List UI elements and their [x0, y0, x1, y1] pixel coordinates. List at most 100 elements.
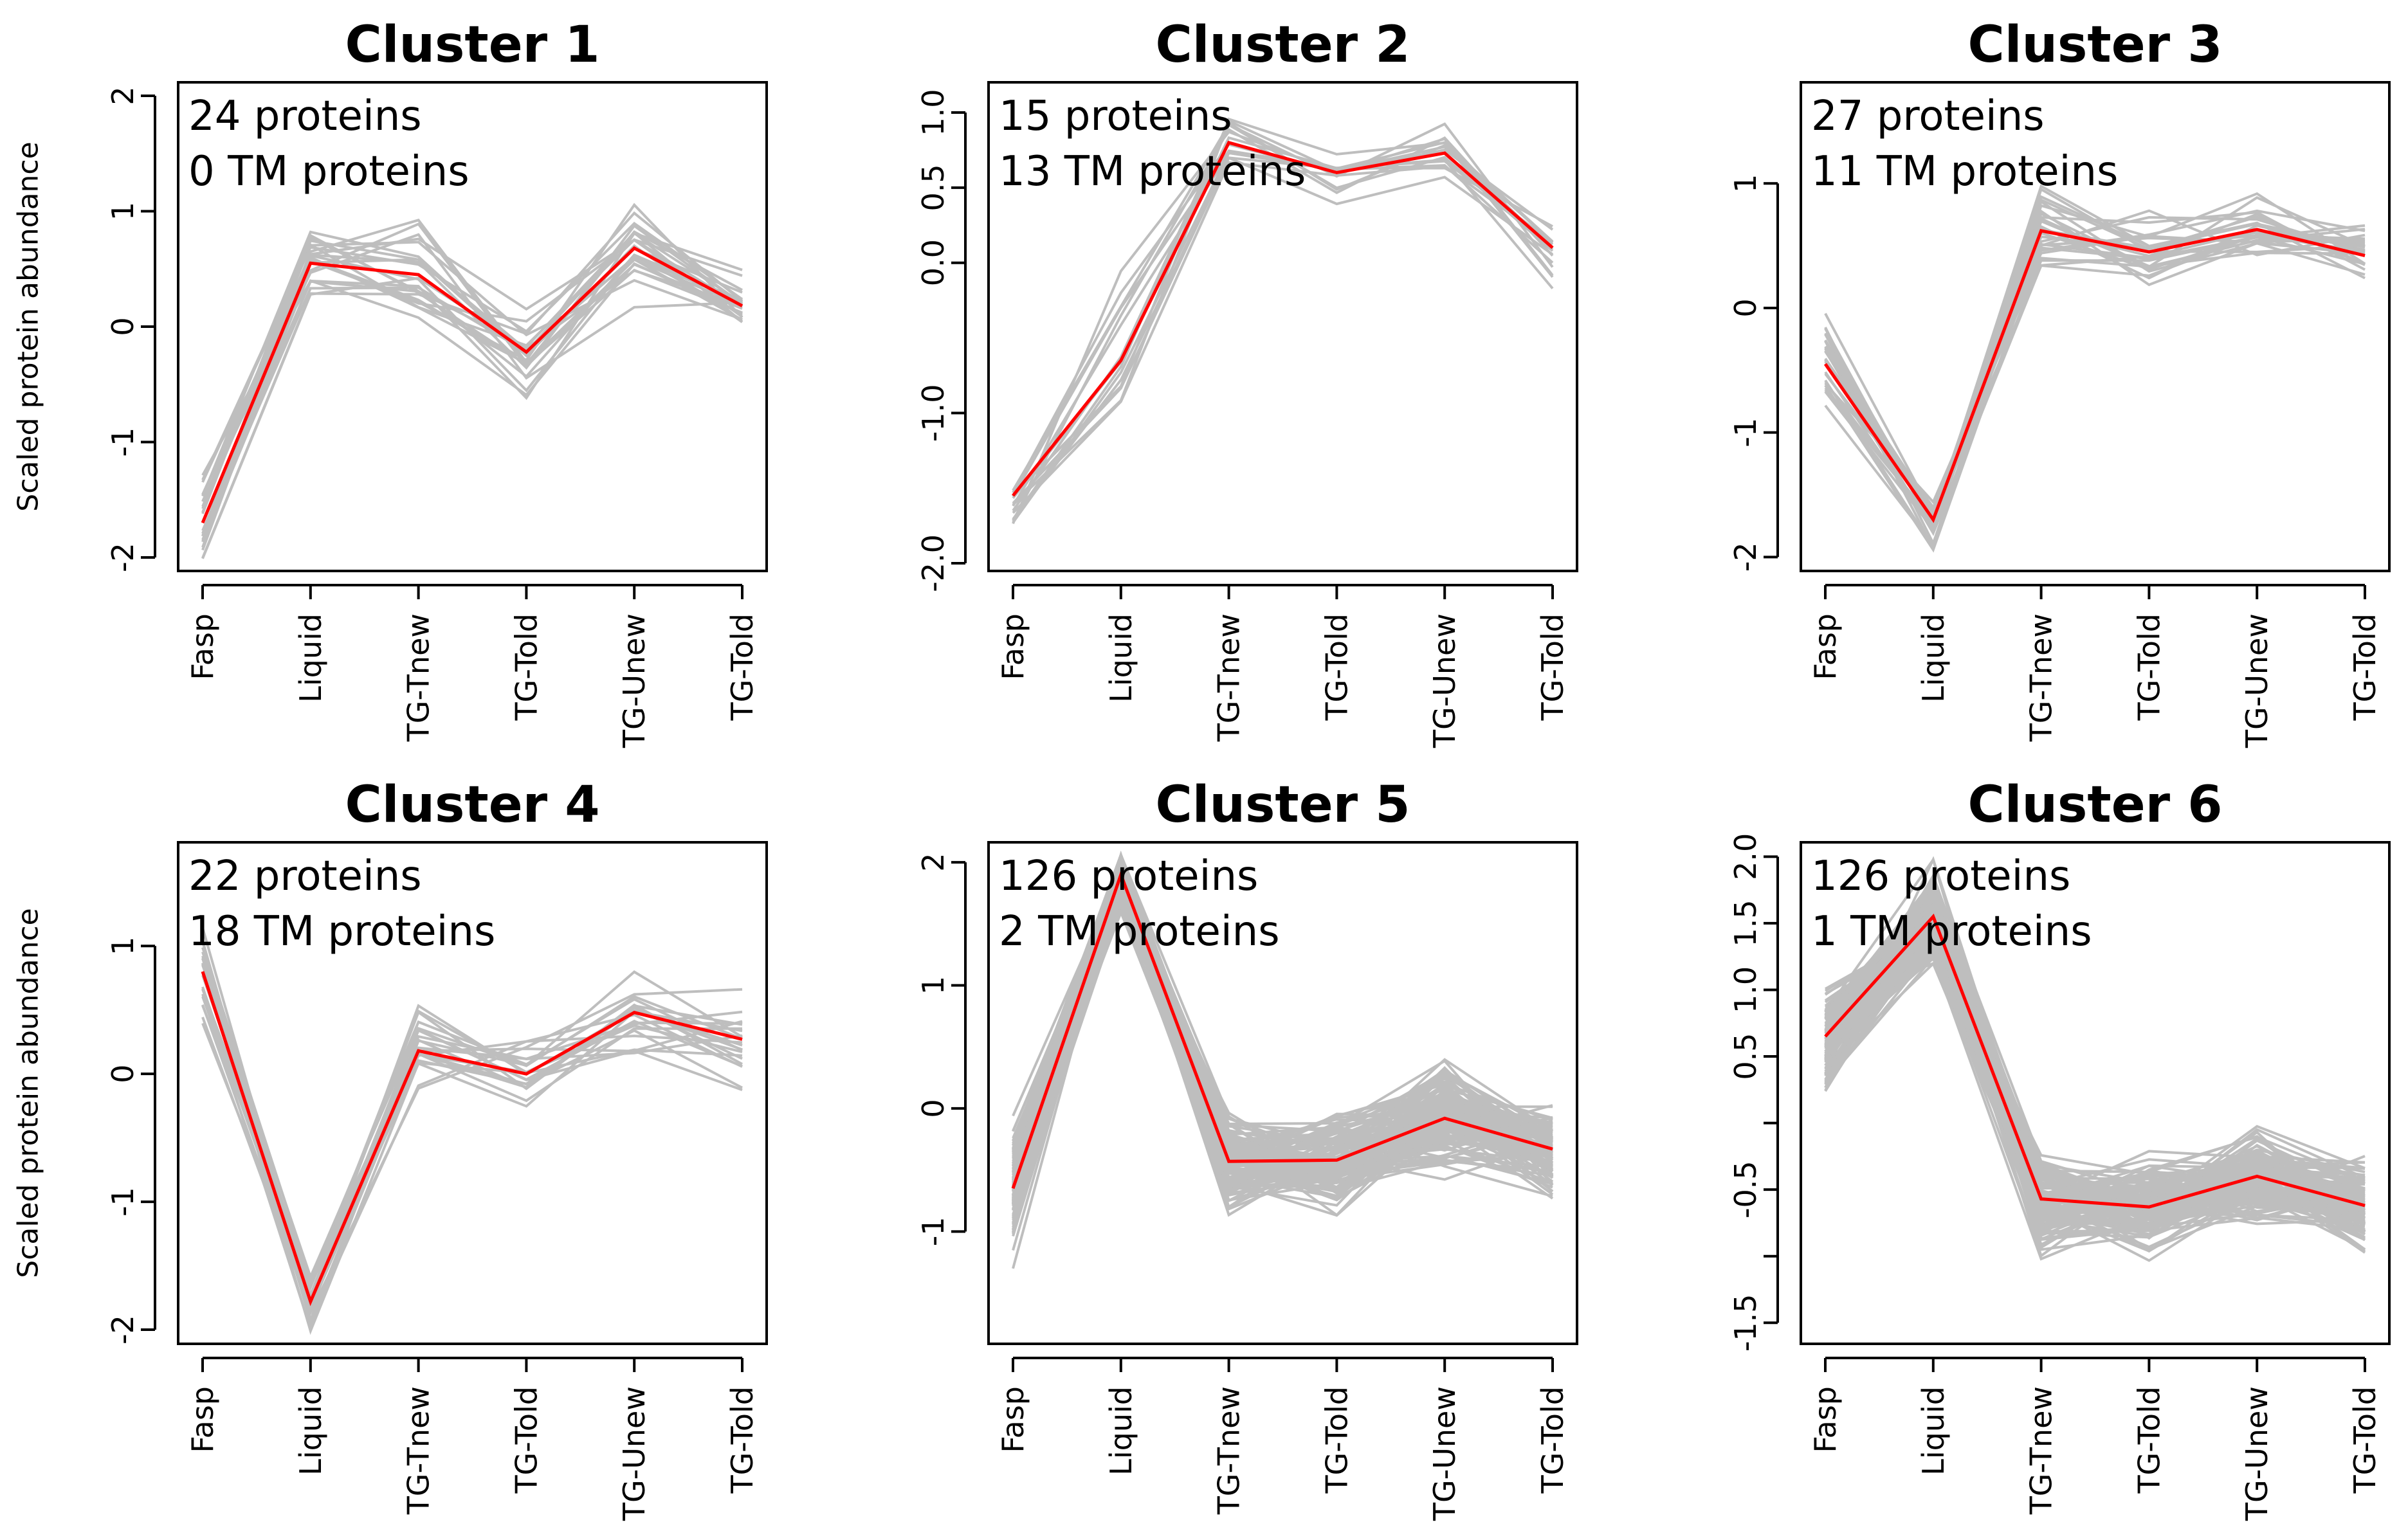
protein-profile-line [201, 237, 743, 495]
y-tick-label: -1 [105, 1187, 140, 1217]
y-tick-label: 1 [105, 202, 140, 221]
x-tick-label: Fasp [185, 613, 220, 680]
plot-frame [1800, 81, 2391, 572]
plot-frame [987, 841, 1578, 1345]
x-tick-label: TG-Told [725, 1386, 760, 1494]
x-tick-label: Liquid [293, 1386, 328, 1476]
y-tick-label: -1.0 [916, 384, 951, 442]
protein-profile-line [201, 221, 743, 483]
panel-title: Cluster 5 [1155, 776, 1410, 834]
protein-count-label: 126 proteins [1811, 853, 2070, 900]
protein-profile-line [1012, 117, 1554, 497]
y-tick-label: -1.5 [1728, 1294, 1763, 1352]
plot-frame [177, 81, 768, 572]
x-tick-label: TG-Told [1535, 613, 1570, 721]
protein-profile-line [1012, 122, 1554, 491]
y-axis-label: Scaled protein abundance [12, 908, 45, 1278]
y-tick-label: 0.0 [916, 239, 951, 286]
protein-profile-line [1012, 851, 1553, 1199]
plot-frame [1800, 841, 2391, 1345]
cluster-panel-1: Cluster 1 24 proteins 0 TM proteins -2 -1 0 1 2… [12, 16, 768, 748]
protein-profile-line [1824, 903, 2366, 1222]
y-tick-label: 0.5 [1728, 1033, 1763, 1080]
x-tick-label: TG-Tnew [2024, 613, 2059, 742]
x-tick-label: TG-Tnew [1212, 613, 1246, 742]
x-tick-label: TG-Unew [2239, 1386, 2274, 1521]
protein-count-label: 126 proteins [999, 853, 1258, 900]
x-tick-label: Liquid [1916, 1386, 1951, 1476]
cluster-centroid-line [1012, 140, 1554, 497]
y-tick-label: 0 [105, 317, 140, 336]
x-tick-label: TG-Told [2348, 613, 2382, 721]
x-tick-label: TG-Told [2348, 1386, 2382, 1494]
protein-profile-line [1824, 920, 2366, 1229]
x-tick-label: Fasp [1808, 1386, 1843, 1453]
plot-frame [177, 841, 768, 1345]
y-tick-label: 0 [105, 1065, 140, 1083]
tm-protein-count-label: 1 TM proteins [1811, 908, 2092, 955]
y-tick-label: 2.0 [1728, 833, 1763, 880]
y-tick-label: -2 [105, 543, 140, 572]
y-tick-label: 1.5 [1728, 900, 1763, 946]
protein-profile-line [1012, 893, 1553, 1191]
cluster-panel-2: Cluster 2 15 proteins 13 TM proteins -2.0 -1… [916, 16, 1578, 748]
y-tick-label: 1 [916, 976, 951, 995]
protein-profile-line [1012, 151, 1554, 523]
x-tick-label: TG-Told [509, 1386, 543, 1494]
panel-title: Cluster 3 [1967, 16, 2222, 74]
x-tick-label: TG-Unew [617, 613, 652, 748]
y-axis-label: Scaled protein abundance [12, 141, 45, 511]
y-tick-label: -1 [916, 1217, 951, 1246]
panel-title: Cluster 6 [1967, 776, 2222, 834]
protein-profile-line [1012, 141, 1554, 505]
protein-profile-line [1012, 851, 1554, 1182]
y-tick-label: 1.0 [916, 89, 951, 136]
x-tick-label: Fasp [1808, 613, 1843, 680]
x-tick-label: TG-Told [725, 613, 760, 721]
protein-profile-line [1824, 903, 2366, 1226]
protein-profile-line [201, 231, 743, 531]
cluster-panel-3: Cluster 3 27 proteins 11 TM proteins -2 -1 0 1… [1728, 16, 2391, 748]
x-tick-label: Fasp [996, 1386, 1030, 1453]
protein-count-label: 24 proteins [188, 93, 422, 140]
x-tick-label: TG-Tnew [401, 1386, 436, 1515]
tm-protein-count-label: 2 TM proteins [999, 908, 1280, 955]
x-tick-label: TG-Tnew [1212, 1386, 1246, 1515]
tm-protein-count-label: 13 TM proteins [999, 148, 1306, 195]
protein-profile-line [1012, 851, 1553, 1233]
y-tick-label: 0 [1728, 298, 1763, 317]
x-tick-label: TG-Told [509, 613, 543, 721]
protein-count-label: 27 proteins [1811, 93, 2045, 140]
y-tick-label: -2 [105, 1315, 140, 1344]
protein-profile-line [1824, 198, 2366, 517]
y-tick-label: 2 [105, 86, 140, 105]
y-tick-label: -2.0 [916, 534, 951, 592]
protein-count-label: 15 proteins [999, 93, 1232, 140]
cluster-centroid-line [1011, 869, 1553, 1190]
cluster-centroid-line [1823, 228, 2366, 523]
protein-profile-line [201, 970, 743, 1333]
panel-title: Cluster 2 [1155, 16, 1410, 74]
protein-profile-line [201, 957, 743, 1281]
tm-protein-count-label: 11 TM proteins [1811, 148, 2118, 195]
tm-protein-count-label: 0 TM proteins [188, 148, 470, 195]
cluster-panel-6: Cluster 6 126 proteins 1 TM proteins -1.5 -0… [1728, 776, 2391, 1521]
x-tick-label: TG-Told [2131, 1386, 2166, 1494]
x-tick-label: Liquid [1104, 613, 1138, 703]
y-tick-label: -0.5 [1728, 1161, 1763, 1218]
panel-title: Cluster 1 [345, 16, 599, 74]
protein-profile-line [1824, 873, 2366, 1222]
y-tick-label: 0 [916, 1099, 951, 1117]
y-tick-label: 2 [916, 853, 951, 871]
x-tick-label: TG-Tnew [2024, 1386, 2059, 1515]
x-tick-label: Liquid [1916, 613, 1951, 703]
cluster-centroid-line [201, 246, 743, 524]
x-tick-label: Liquid [293, 613, 328, 703]
cluster-centroid-line [1824, 913, 2366, 1209]
x-tick-label: TG-Unew [1427, 613, 1462, 748]
x-tick-label: TG-Unew [1427, 1386, 1462, 1521]
cluster-panel-4: Cluster 4 22 proteins 18 TM proteins -2 -1 0 1… [12, 776, 768, 1521]
plot-frame [987, 81, 1578, 572]
protein-profile-line [1824, 233, 2366, 519]
